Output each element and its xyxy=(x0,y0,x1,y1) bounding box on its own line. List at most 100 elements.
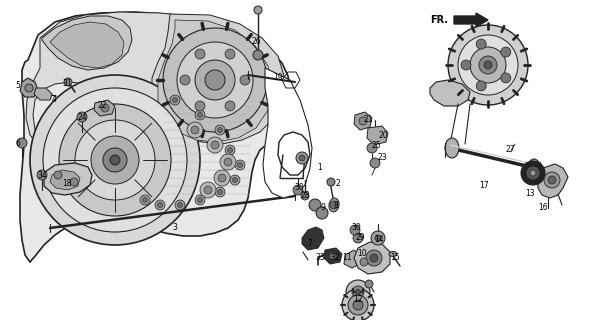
Text: 22: 22 xyxy=(97,100,106,109)
Circle shape xyxy=(479,56,497,74)
Circle shape xyxy=(254,6,262,14)
Polygon shape xyxy=(20,78,38,97)
Circle shape xyxy=(225,49,235,59)
Circle shape xyxy=(370,158,380,168)
Text: 24: 24 xyxy=(77,113,87,122)
Text: 3: 3 xyxy=(172,223,177,233)
Circle shape xyxy=(353,233,363,243)
Circle shape xyxy=(366,250,382,266)
Circle shape xyxy=(360,258,368,266)
Circle shape xyxy=(227,148,232,153)
Text: FR.: FR. xyxy=(430,15,448,25)
Circle shape xyxy=(356,290,361,294)
Circle shape xyxy=(329,252,337,260)
Circle shape xyxy=(103,148,127,172)
Text: 7: 7 xyxy=(307,239,312,249)
Text: 20: 20 xyxy=(378,132,388,140)
Circle shape xyxy=(197,197,203,203)
Text: 15: 15 xyxy=(390,253,400,262)
Circle shape xyxy=(350,225,360,235)
Circle shape xyxy=(346,280,370,304)
Circle shape xyxy=(163,28,267,132)
Circle shape xyxy=(215,125,225,135)
Text: 31: 31 xyxy=(62,79,72,89)
Circle shape xyxy=(521,161,545,185)
Circle shape xyxy=(348,295,368,315)
Circle shape xyxy=(75,120,155,200)
Circle shape xyxy=(327,178,335,186)
Circle shape xyxy=(43,88,187,232)
Circle shape xyxy=(365,280,373,288)
Text: 12: 12 xyxy=(353,295,363,305)
Circle shape xyxy=(238,163,243,167)
Circle shape xyxy=(224,158,232,166)
Text: 13: 13 xyxy=(525,188,535,197)
Ellipse shape xyxy=(445,138,459,158)
Circle shape xyxy=(352,286,364,298)
Polygon shape xyxy=(44,163,92,195)
Circle shape xyxy=(110,155,120,165)
Circle shape xyxy=(375,235,381,241)
Text: 30: 30 xyxy=(351,223,361,233)
Circle shape xyxy=(37,170,47,180)
Polygon shape xyxy=(354,112,372,130)
Text: 21: 21 xyxy=(363,116,373,124)
Polygon shape xyxy=(344,250,360,268)
Polygon shape xyxy=(26,12,280,155)
Text: 11: 11 xyxy=(342,253,352,262)
Circle shape xyxy=(155,200,165,210)
Circle shape xyxy=(197,113,203,117)
Text: 14: 14 xyxy=(374,236,384,244)
Text: 26: 26 xyxy=(251,37,261,46)
Circle shape xyxy=(195,49,205,59)
Ellipse shape xyxy=(389,252,397,257)
Circle shape xyxy=(191,126,199,134)
Text: 33: 33 xyxy=(315,253,325,262)
Circle shape xyxy=(316,207,328,219)
Circle shape xyxy=(230,175,240,185)
Text: 10: 10 xyxy=(357,250,367,259)
Circle shape xyxy=(530,170,536,176)
Circle shape xyxy=(461,60,471,70)
Circle shape xyxy=(476,81,486,91)
Circle shape xyxy=(359,117,367,125)
Circle shape xyxy=(175,200,185,210)
Text: 19: 19 xyxy=(273,74,283,83)
Circle shape xyxy=(458,35,518,95)
Circle shape xyxy=(205,70,225,90)
Polygon shape xyxy=(302,227,324,250)
Polygon shape xyxy=(34,88,52,100)
Circle shape xyxy=(143,197,148,203)
Text: 30: 30 xyxy=(294,183,304,193)
Circle shape xyxy=(342,289,374,320)
Circle shape xyxy=(370,254,378,262)
Circle shape xyxy=(235,160,245,170)
Circle shape xyxy=(470,47,506,83)
Text: 16: 16 xyxy=(538,203,548,212)
Circle shape xyxy=(101,104,109,112)
Circle shape xyxy=(140,195,150,205)
Polygon shape xyxy=(263,68,312,198)
Circle shape xyxy=(299,155,305,161)
Polygon shape xyxy=(50,170,80,190)
Circle shape xyxy=(211,141,219,149)
Text: 5: 5 xyxy=(16,82,21,91)
Text: 18: 18 xyxy=(62,180,72,188)
Text: 1: 1 xyxy=(318,164,322,172)
Circle shape xyxy=(296,152,308,164)
Text: 6: 6 xyxy=(16,139,21,148)
Text: 34: 34 xyxy=(37,171,47,180)
Circle shape xyxy=(77,112,87,122)
Circle shape xyxy=(367,143,377,153)
Circle shape xyxy=(195,110,205,120)
Polygon shape xyxy=(538,164,568,198)
Circle shape xyxy=(91,136,139,184)
Circle shape xyxy=(253,50,263,60)
Polygon shape xyxy=(42,16,132,70)
Circle shape xyxy=(448,25,528,105)
Circle shape xyxy=(501,47,511,57)
Circle shape xyxy=(170,95,180,105)
Text: 17: 17 xyxy=(479,181,489,190)
Circle shape xyxy=(484,61,492,69)
Circle shape xyxy=(204,186,212,194)
